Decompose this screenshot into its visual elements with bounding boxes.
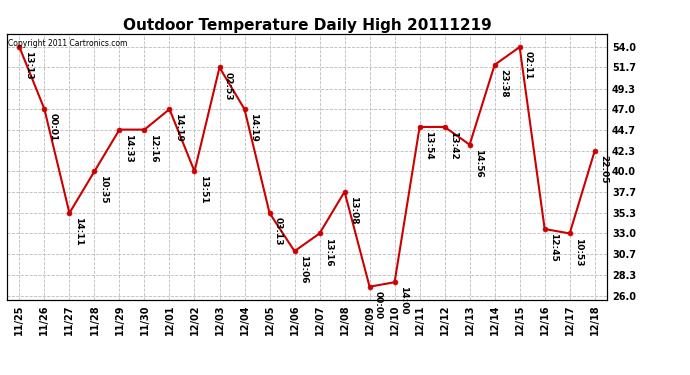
Text: 14:56: 14:56 — [474, 149, 483, 178]
Text: 13:08: 13:08 — [348, 196, 357, 224]
Text: 14:00: 14:00 — [399, 286, 408, 315]
Text: 13:54: 13:54 — [424, 131, 433, 160]
Text: 10:35: 10:35 — [99, 176, 108, 204]
Text: Copyright 2011 Cartronics.com: Copyright 2011 Cartronics.com — [8, 39, 128, 48]
Text: 00:01: 00:01 — [48, 113, 57, 142]
Text: 13:51: 13:51 — [199, 176, 208, 204]
Text: 13:42: 13:42 — [448, 131, 457, 160]
Text: 03:13: 03:13 — [274, 217, 283, 246]
Text: 12:16: 12:16 — [148, 134, 157, 162]
Text: 02:11: 02:11 — [524, 51, 533, 80]
Text: 23:38: 23:38 — [499, 69, 508, 98]
Title: Outdoor Temperature Daily High 20111219: Outdoor Temperature Daily High 20111219 — [123, 18, 491, 33]
Text: 10:53: 10:53 — [574, 238, 583, 266]
Text: 22:05: 22:05 — [599, 155, 608, 184]
Text: 13:06: 13:06 — [299, 255, 308, 284]
Text: 14:19: 14:19 — [248, 113, 257, 142]
Text: 13:13: 13:13 — [23, 51, 32, 80]
Text: 12:45: 12:45 — [549, 233, 558, 262]
Text: 02:53: 02:53 — [224, 72, 233, 100]
Text: 14:33: 14:33 — [124, 134, 132, 162]
Text: 13:16: 13:16 — [324, 238, 333, 266]
Text: 14:19: 14:19 — [174, 113, 183, 142]
Text: 00:00: 00:00 — [374, 291, 383, 319]
Text: 14:11: 14:11 — [74, 217, 83, 246]
